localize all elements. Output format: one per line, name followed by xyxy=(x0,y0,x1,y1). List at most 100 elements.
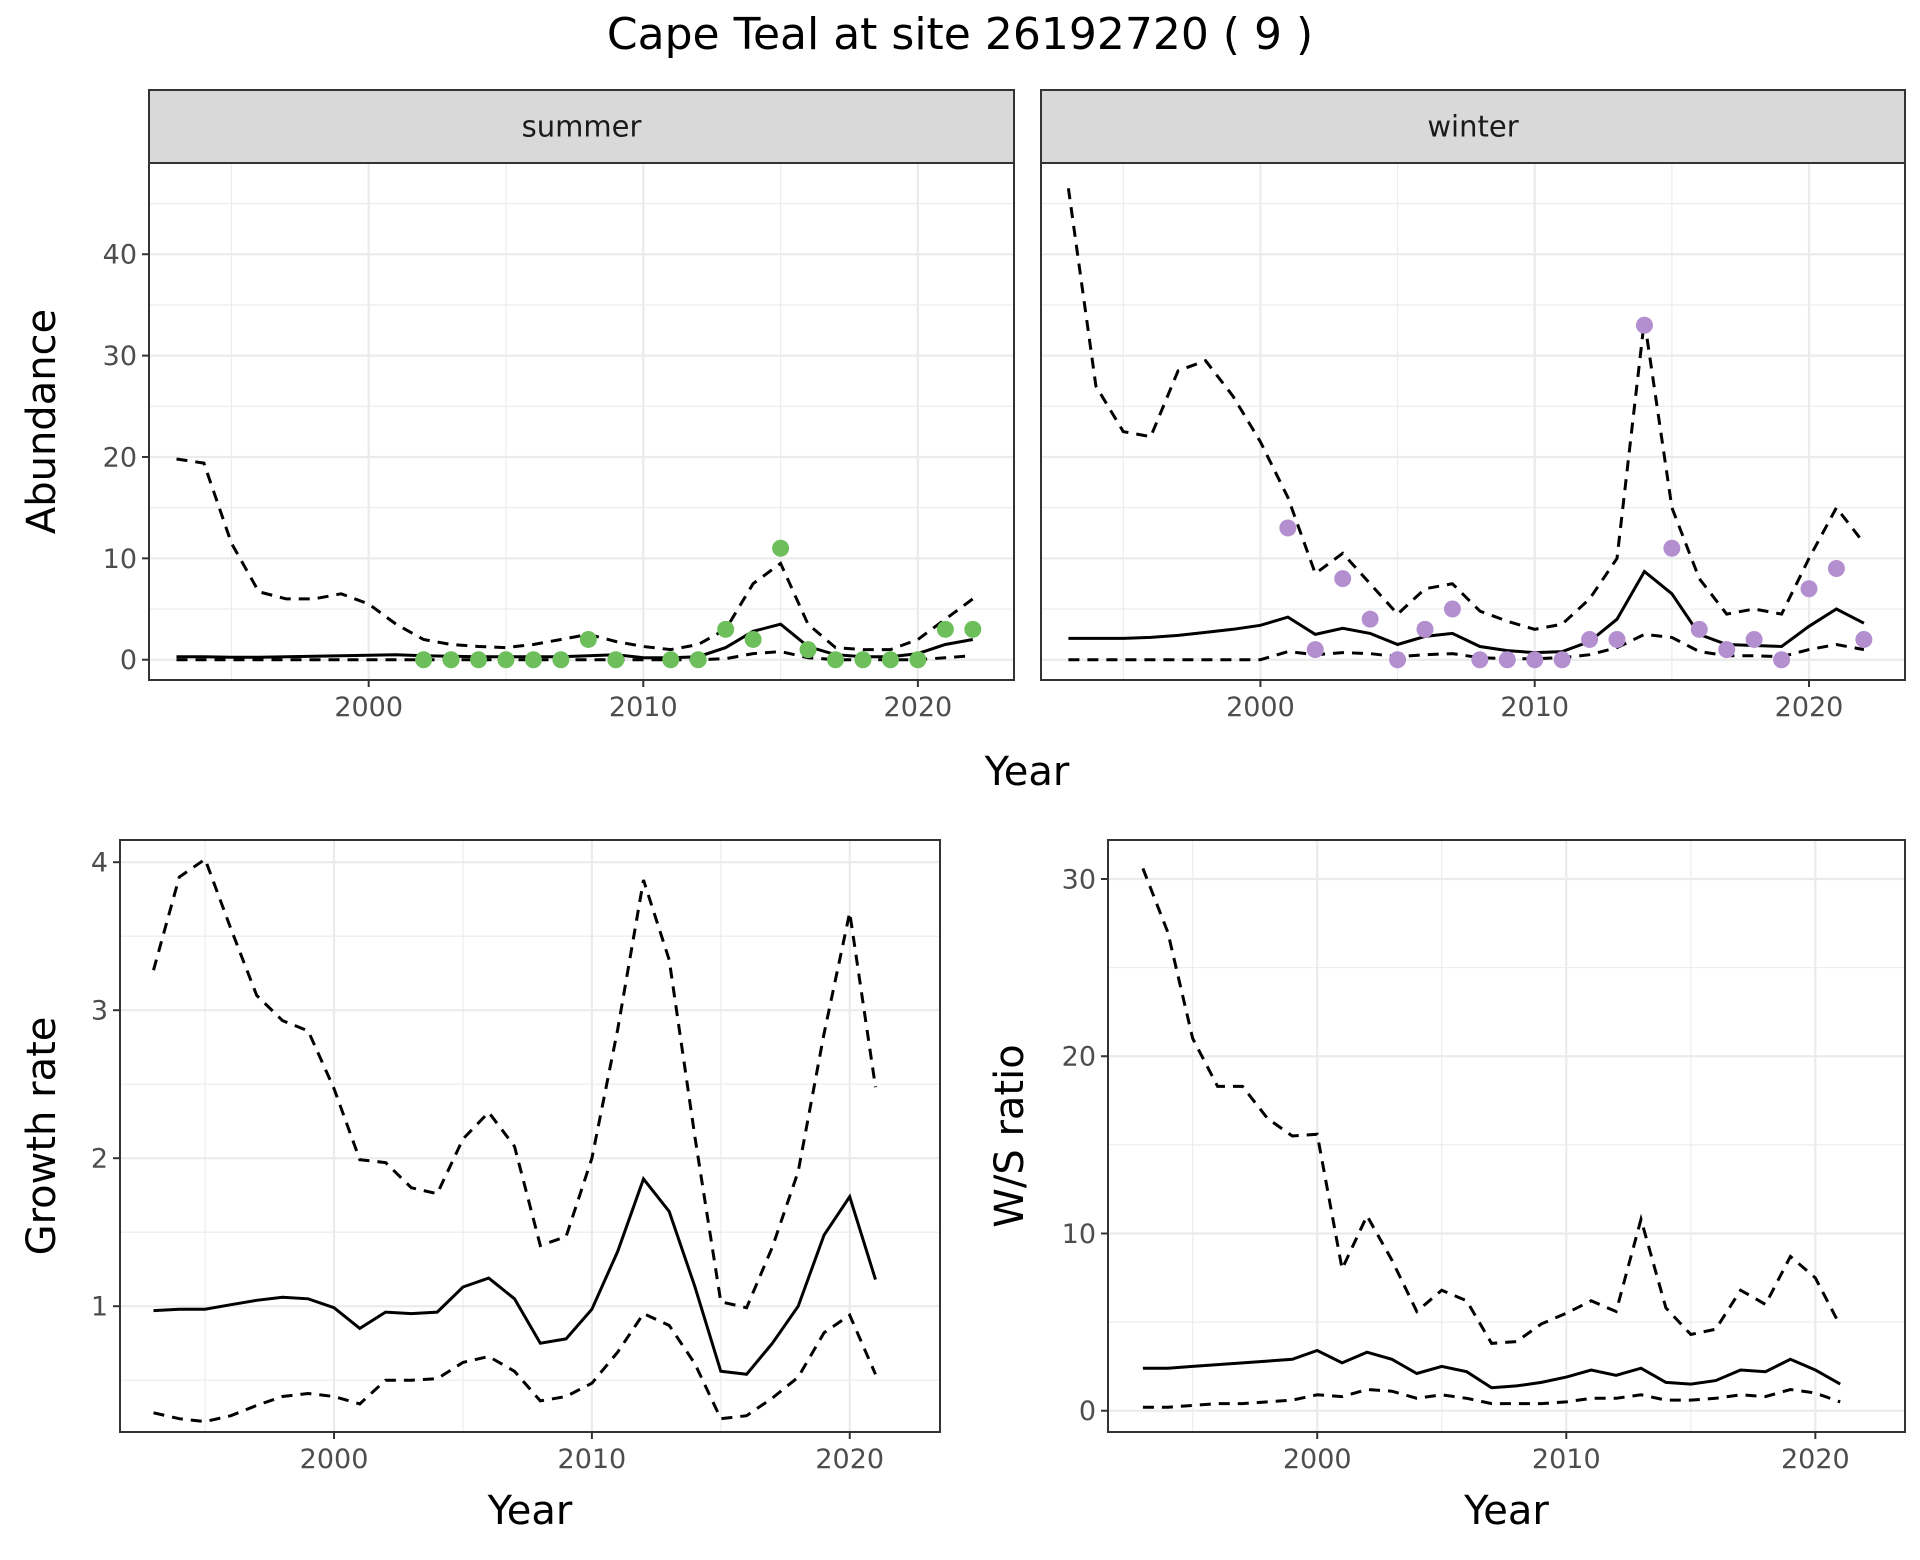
growth-x-tick-label: 2010 xyxy=(558,1444,627,1475)
growth-x-tick-label: 2000 xyxy=(300,1444,369,1475)
panel-background-summer xyxy=(149,163,1014,680)
panel-border-summer xyxy=(148,162,1015,681)
summer-observed-point xyxy=(827,651,845,669)
winter-observed-point xyxy=(1498,651,1516,669)
winter-x-tick-label: 2020 xyxy=(1775,692,1844,723)
summer-observed-point xyxy=(799,641,817,659)
summer-observed-point xyxy=(772,539,790,557)
winter-observed-point xyxy=(1334,570,1352,588)
winter-observed-point xyxy=(1800,580,1818,598)
ratio-upper-ci-line xyxy=(1141,867,1842,1345)
summer-observed-point xyxy=(497,651,515,669)
summer-observed-point xyxy=(524,651,542,669)
ratio-x-axis-title: Year xyxy=(1463,1488,1549,1534)
summer-observed-point xyxy=(442,651,460,669)
growth-y-axis-title: Growth rate xyxy=(19,1017,65,1256)
winter-observed-point xyxy=(1471,651,1489,669)
summer-observed-point xyxy=(936,620,954,638)
abundance-chart: summer 2000 2010 2020 winter 2000 2010 2020 0 1… xyxy=(19,89,1906,795)
ws-ratio-chart: 2000 2010 2020 0 10 20 30 W/S ratio Year xyxy=(987,839,1906,1534)
summer-observed-point xyxy=(662,651,680,669)
growth-panel-border xyxy=(119,839,941,1433)
ratio-y-tick-label: 10 xyxy=(1062,1219,1096,1250)
abundance-y-tick-label: 30 xyxy=(103,341,137,372)
winter-observed-point xyxy=(1773,651,1791,669)
summer-x-tick-label: 2000 xyxy=(334,692,403,723)
growth-mean-line xyxy=(153,1175,877,1376)
winter-observed-point xyxy=(1690,620,1708,638)
ratio-lower-ci-line xyxy=(1142,1387,1841,1409)
growth-x-tick-label: 2020 xyxy=(815,1444,884,1475)
winter-observed-point xyxy=(1553,651,1571,669)
growth-y-tick-label: 2 xyxy=(91,1144,108,1175)
ratio-y-tick-label: 30 xyxy=(1062,864,1096,895)
abundance-y-tick-label: 20 xyxy=(103,442,137,473)
summer-observed-point xyxy=(415,651,433,669)
abundance-shared-axes: 0 10 20 30 40 Abundance Year xyxy=(19,240,1070,795)
summer-observed-point xyxy=(744,630,762,648)
summer-observed-point xyxy=(964,620,982,638)
abundance-x-axis-title: Year xyxy=(984,749,1070,795)
winter-observed-point xyxy=(1745,630,1763,648)
abundance-y-tick-label: 0 xyxy=(120,645,137,676)
winter-observed-point xyxy=(1416,620,1434,638)
growth-x-axis-title: Year xyxy=(487,1488,573,1534)
facet-summer: summer 2000 2010 2020 xyxy=(148,89,1015,723)
winter-x-tick-label: 2000 xyxy=(1226,692,1295,723)
winter-observed-point xyxy=(1279,519,1297,537)
summer-upper-ci-line xyxy=(176,457,974,652)
growth-panel-background xyxy=(120,840,940,1432)
ratio-y-tick-label: 0 xyxy=(1079,1396,1096,1427)
growth-y-tick-label: 4 xyxy=(91,848,108,879)
winter-x-tick-label: 2010 xyxy=(1500,692,1569,723)
growth-lower-ci-line xyxy=(153,1311,877,1424)
growth-upper-ci-line xyxy=(152,856,877,1310)
winter-observed-point xyxy=(1718,641,1736,659)
facet-winter: winter 2000 2010 2020 xyxy=(1040,89,1906,723)
summer-observed-point xyxy=(909,651,927,669)
winter-observed-point xyxy=(1663,539,1681,557)
winter-upper-ci-line xyxy=(1066,188,1866,631)
ratio-y-tick-label: 20 xyxy=(1062,1042,1096,1073)
figure-title: Cape Teal at site 26192720 ( 9 ) xyxy=(607,9,1313,60)
ratio-x-tick-label: 2010 xyxy=(1532,1444,1601,1475)
abundance-y-tick-label: 40 xyxy=(103,240,137,271)
ratio-mean-line xyxy=(1142,1348,1841,1390)
winter-observed-point xyxy=(1361,610,1379,628)
summer-observed-point xyxy=(689,651,707,669)
summer-observed-point xyxy=(607,651,625,669)
summer-observed-point xyxy=(579,630,597,648)
winter-observed-point xyxy=(1608,630,1626,648)
ratio-panel-background xyxy=(1108,840,1905,1432)
winter-observed-point xyxy=(1389,651,1407,669)
strip-summer xyxy=(148,89,1015,164)
growth-y-tick-label: 3 xyxy=(91,996,108,1027)
growth-y-tick-label: 1 xyxy=(91,1292,108,1323)
ratio-y-axis-title: W/S ratio xyxy=(987,1044,1033,1227)
abundance-y-tick-label: 10 xyxy=(103,544,137,575)
panel-border-winter xyxy=(1040,162,1906,681)
summer-x-tick-label: 2010 xyxy=(609,692,678,723)
panel-background-winter xyxy=(1041,163,1905,680)
winter-observed-point xyxy=(1855,630,1873,648)
strip-label-winter: winter xyxy=(1427,110,1518,144)
ratio-x-tick-label: 2000 xyxy=(1283,1444,1352,1475)
winter-observed-point xyxy=(1635,316,1653,334)
strip-winter xyxy=(1040,89,1906,164)
ratio-panel-border xyxy=(1107,839,1906,1433)
winter-observed-point xyxy=(1581,630,1599,648)
summer-observed-point xyxy=(717,620,735,638)
growth-rate-chart: 2000 2010 2020 1 2 3 4 Growth rate Year xyxy=(19,839,941,1534)
summer-observed-point xyxy=(470,651,488,669)
ratio-x-tick-label: 2020 xyxy=(1781,1444,1850,1475)
strip-label-summer: summer xyxy=(522,110,642,144)
winter-observed-point xyxy=(1443,600,1461,618)
summer-x-tick-label: 2020 xyxy=(884,692,953,723)
summer-observed-point xyxy=(552,651,570,669)
winter-observed-point xyxy=(1827,559,1845,577)
abundance-y-axis-title: Abundance xyxy=(19,309,65,534)
summer-observed-point xyxy=(881,651,899,669)
winter-observed-point xyxy=(1526,651,1544,669)
summer-observed-point xyxy=(854,651,872,669)
